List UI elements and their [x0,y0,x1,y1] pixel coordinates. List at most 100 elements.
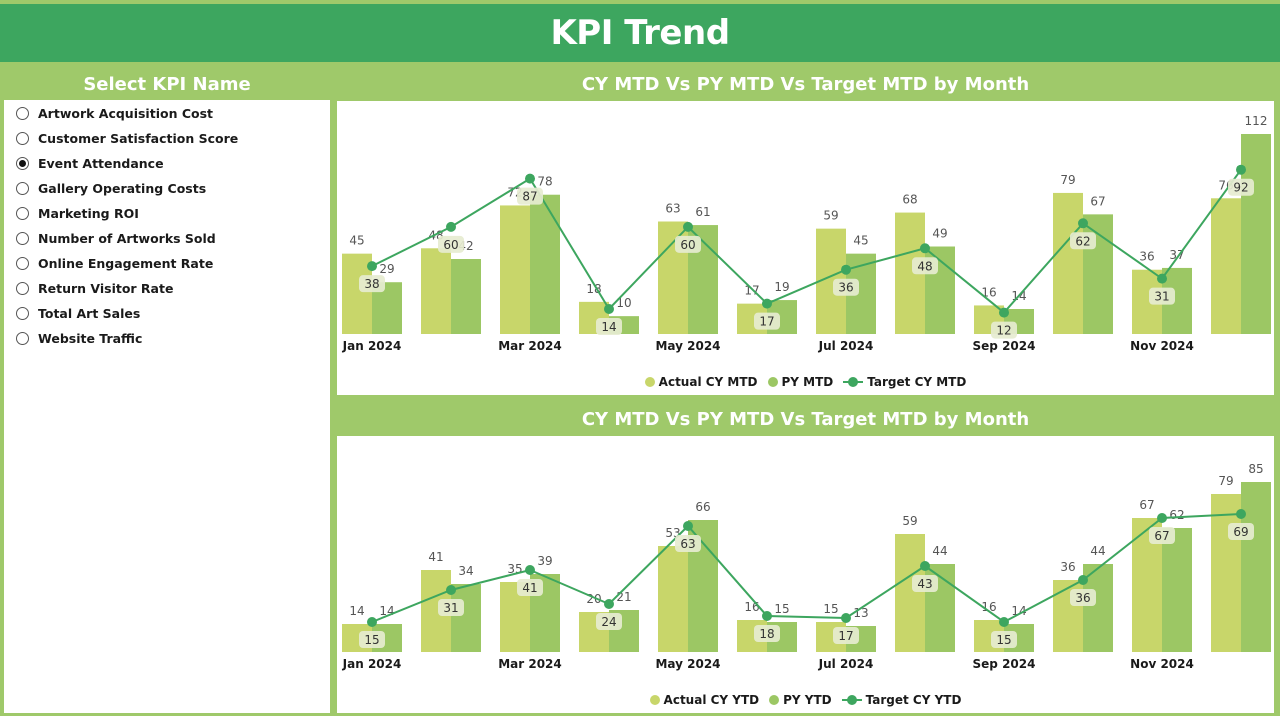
data-label-previous: 45 [853,234,868,248]
data-label-target: 12 [996,324,1011,338]
legend-item[interactable]: Target CY YTD [841,693,962,707]
data-label-actual: 36 [1060,560,1075,574]
legend-label: Actual CY YTD [663,693,760,707]
target-point [999,617,1009,627]
radio-icon[interactable] [16,157,29,170]
kpi-option-label: Gallery Operating Costs [38,181,207,196]
data-label-previous: 66 [695,500,710,514]
data-label-previous: 62 [1169,508,1184,522]
bar-actual [1053,192,1083,334]
x-tick-label: Mar 2024 [498,339,562,353]
radio-icon[interactable] [16,257,29,270]
target-point [1078,218,1088,229]
legend-label: Target CY YTD [865,693,962,707]
target-point [999,307,1009,318]
target-label-bg [438,599,464,616]
dashboard-header: KPI Trend [0,4,1280,62]
legend-item[interactable]: PY MTD [767,375,834,389]
x-tick-label: Jul 2024 [818,657,874,671]
radio-icon[interactable] [16,332,29,345]
data-label-target: 17 [759,315,774,329]
x-tick-label: May 2024 [655,339,720,353]
data-label-target: 69 [1233,525,1248,539]
data-label-target: 63 [680,537,695,551]
data-label-target: 36 [838,281,853,295]
kpi-option-label: Event Attendance [38,156,164,171]
data-label-target: 60 [443,238,458,252]
data-label-previous: 10 [616,296,631,310]
bar-previous [1083,564,1113,652]
kpi-option[interactable]: Gallery Operating Costs [4,176,330,201]
kpi-option[interactable]: Marketing ROI [4,201,330,226]
data-label-previous: 78 [537,175,552,189]
target-point [1236,509,1246,519]
data-label-previous: 39 [537,554,552,568]
data-label-target: 18 [759,627,774,641]
legend-item[interactable]: Target CY MTD [843,375,966,389]
target-label-bg [1228,523,1254,540]
data-label-target: 41 [522,581,537,595]
bar-actual [342,253,372,334]
kpi-option-label: Number of Artworks Sold [38,231,216,246]
target-label-bg [1149,527,1175,544]
radio-icon[interactable] [16,107,29,120]
x-tick-label: Jan 2024 [342,657,402,671]
kpi-option[interactable]: Number of Artworks Sold [4,226,330,251]
data-label-target: 43 [917,577,932,591]
kpi-option[interactable]: Artwork Acquisition Cost [4,101,330,126]
chart-title: CY MTD Vs PY MTD Vs Target MTD by Month [337,403,1274,436]
legend-item[interactable]: Actual CY YTD [649,693,760,707]
radio-icon[interactable] [16,207,29,220]
legend-label: Actual CY MTD [658,375,758,389]
kpi-option-label: Customer Satisfaction Score [38,131,239,146]
radio-icon[interactable] [16,182,29,195]
data-label-target: 87 [522,190,537,204]
kpi-option[interactable]: Return Visitor Rate [4,276,330,301]
data-label-target: 31 [1154,290,1169,304]
kpi-option[interactable]: Customer Satisfaction Score [4,126,330,151]
data-label-target: 38 [364,277,379,291]
kpi-option[interactable]: Online Engagement Rate [4,251,330,276]
radio-icon[interactable] [16,282,29,295]
legend-item[interactable]: Actual CY MTD [644,375,758,389]
target-point [762,298,772,309]
kpi-option[interactable]: Total Art Sales [4,301,330,326]
data-label-actual: 79 [1060,173,1075,187]
target-point [920,243,930,254]
target-label-bg [438,235,464,253]
data-label-target: 14 [601,320,616,334]
data-label-actual: 41 [428,550,443,564]
target-point [1157,273,1167,284]
target-point [762,611,772,621]
target-point [525,173,535,184]
kpi-option[interactable]: Event Attendance [4,151,330,176]
target-label-bg [517,579,543,596]
data-label-previous: 44 [1090,544,1105,558]
data-label-previous: 34 [458,564,473,578]
x-tick-label: Jan 2024 [342,339,402,353]
target-label-bg [754,312,780,330]
data-label-target: 15 [996,633,1011,647]
bar-actual [658,546,688,652]
radio-icon[interactable] [16,232,29,245]
kpi-option[interactable]: Website Traffic [4,326,330,351]
radio-icon[interactable] [16,307,29,320]
legend-label: Target CY MTD [867,375,967,389]
target-point [446,221,456,232]
radio-icon[interactable] [16,132,29,145]
kpi-list: Artwork Acquisition Cost Customer Satisf… [4,100,330,351]
bar-actual [500,205,530,334]
data-label-actual: 16 [744,600,759,614]
data-label-target: 36 [1075,591,1090,605]
chart-legend: Actual CY YTD PY YTD Target CY YTD [337,687,1274,713]
target-label-bg [359,275,385,293]
data-label-target: 92 [1233,181,1248,195]
legend-label: PY MTD [781,375,834,389]
kpi-option-label: Website Traffic [38,331,143,346]
data-label-actual: 63 [665,202,680,216]
legend-item[interactable]: PY YTD [769,693,832,707]
target-label-bg [991,631,1017,648]
data-label-previous: 61 [695,205,710,219]
